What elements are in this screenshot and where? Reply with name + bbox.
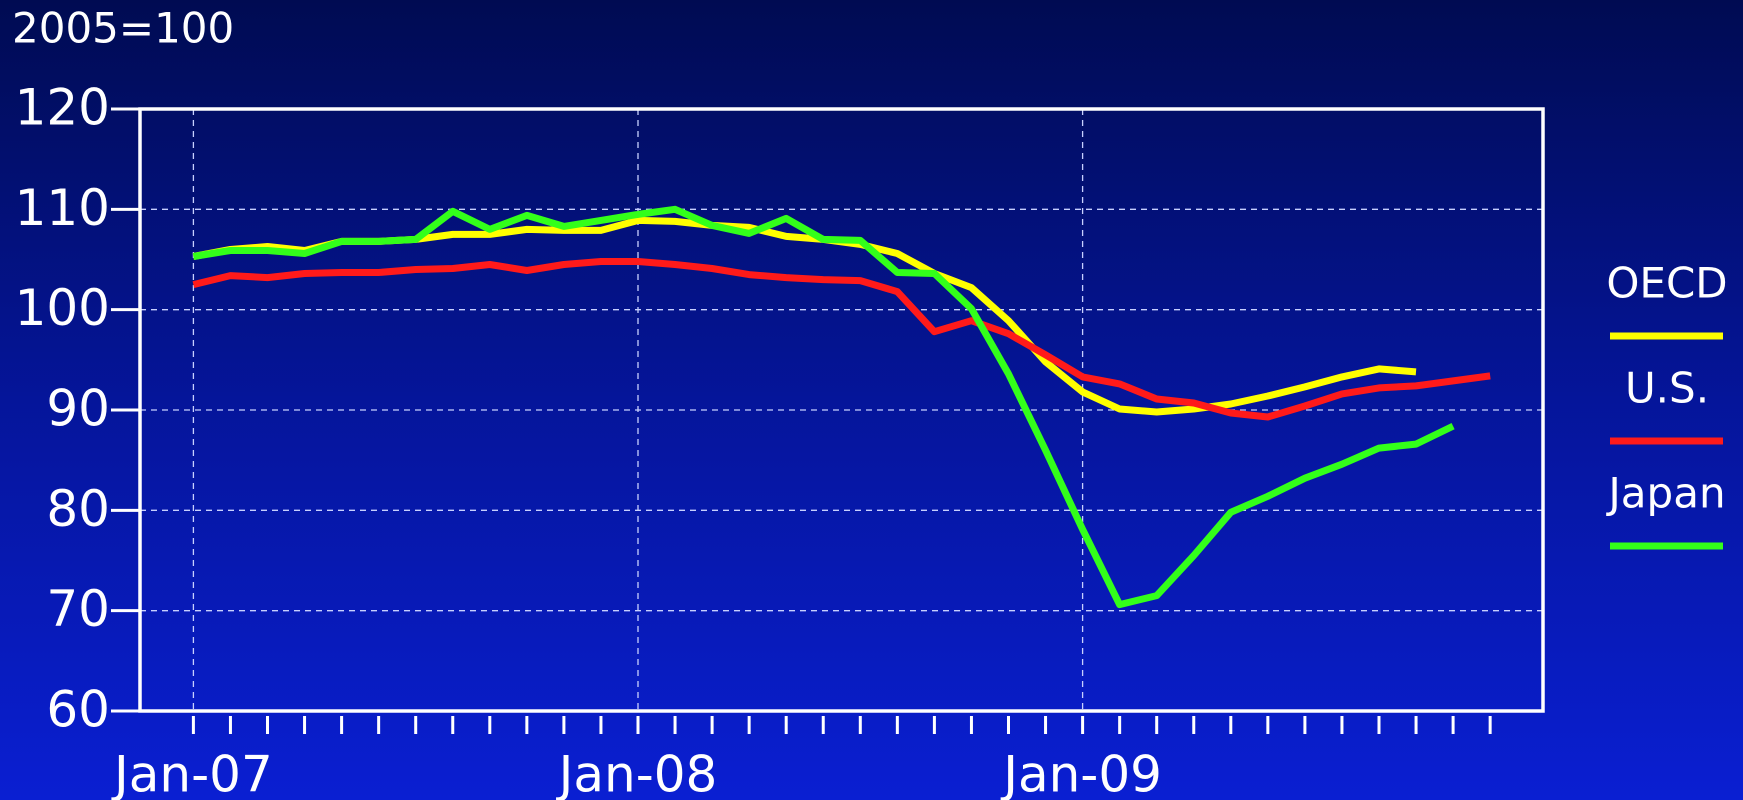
- x-tick-label: Jan-09: [1000, 746, 1162, 800]
- y-tick-label: 70: [46, 580, 110, 638]
- subtitle: 2005=100: [12, 4, 234, 53]
- y-tick-label: 80: [46, 480, 110, 538]
- y-tick-label: 120: [15, 79, 110, 137]
- legend-label: OECD: [1606, 259, 1727, 308]
- series-line: [192, 205, 1455, 609]
- x-tick-label: Jan-08: [556, 746, 718, 800]
- legend-label: U.S.: [1625, 364, 1709, 413]
- series-line: [192, 258, 1491, 421]
- series-line: [192, 216, 1417, 416]
- y-tick-label: 60: [46, 681, 110, 739]
- y-tick-label: 100: [15, 279, 110, 337]
- legend-label: Japan: [1605, 469, 1725, 518]
- y-tick-label: 110: [15, 179, 110, 237]
- y-tick-label: 90: [46, 380, 110, 438]
- plot-frame: [138, 107, 1545, 713]
- x-tick-label: Jan-07: [111, 746, 273, 800]
